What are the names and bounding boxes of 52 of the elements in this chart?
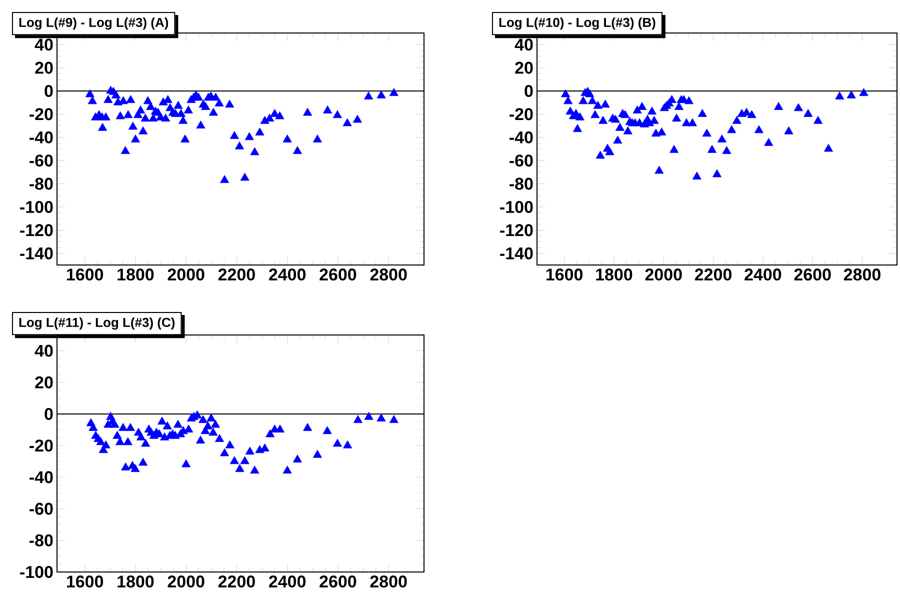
x-tick-label: 2400	[269, 576, 306, 588]
y-tick-label: -20	[30, 440, 53, 452]
x-tick-label: 2000	[645, 268, 682, 281]
y-tick-label: 0	[524, 84, 533, 98]
chart-title: Log L(#11) - Log L(#3) (C)	[19, 317, 175, 330]
y-tick-label: -20	[510, 108, 533, 120]
y-tick-label: 40	[34, 344, 53, 357]
y-tick-label: -40	[30, 131, 53, 144]
y-tick-label: -100	[500, 200, 533, 214]
chart-title: Log L(#9) - Log L(#3) (A)	[19, 17, 168, 30]
y-tick-label: -60	[510, 154, 533, 167]
x-tick-label: 1600	[546, 268, 583, 281]
y-tick-label: -60	[30, 154, 53, 167]
x-tick-label: 2800	[844, 268, 880, 281]
y-tick-label: -80	[510, 178, 533, 190]
y-tick-label: -60	[30, 502, 53, 515]
y-tick-label: 0	[44, 84, 53, 98]
x-tick-label: 2600	[794, 268, 831, 281]
y-tick-label: 20	[35, 376, 53, 388]
x-tick-label: 2200	[218, 268, 255, 281]
x-tick-label: 1600	[67, 576, 104, 588]
y-tick-label: -140	[500, 247, 533, 260]
y-tick-label: -100	[20, 200, 53, 214]
y-tick-label: -140	[20, 247, 53, 260]
x-tick-label: 1800	[118, 268, 154, 281]
x-tick-label: 1800	[118, 576, 154, 588]
x-tick-label: 2000	[168, 268, 204, 281]
x-tick-label: 2200	[694, 268, 732, 281]
y-tick-label: -80	[30, 534, 53, 546]
x-tick-label: 1800	[596, 268, 632, 281]
y-tick-label: -80	[30, 178, 53, 190]
x-tick-label: 2400	[744, 268, 782, 281]
x-tick-label: 1600	[67, 268, 104, 281]
y-tick-label: -40	[30, 471, 53, 484]
y-tick-label: -40	[510, 131, 533, 144]
x-tick-label: 2200	[218, 576, 255, 588]
y-tick-label: -120	[500, 224, 533, 236]
x-tick-label: 2800	[370, 576, 407, 588]
chart-title: Log L(#10) - Log L(#3) (B)	[499, 17, 656, 30]
y-tick-label: 40	[34, 38, 53, 51]
y-tick-label: 20	[35, 62, 53, 74]
x-tick-label: 2400	[269, 268, 306, 281]
x-tick-label: 2000	[168, 576, 204, 588]
x-tick-label: 2600	[320, 268, 356, 281]
y-tick-label: 0	[44, 408, 53, 420]
y-tick-label: -100	[20, 566, 53, 578]
y-tick-label: 20	[515, 62, 533, 74]
x-tick-label: 2800	[370, 268, 407, 281]
x-tick-label: 2600	[320, 576, 356, 588]
y-tick-label: -20	[30, 108, 53, 120]
y-tick-label: 40	[514, 38, 533, 51]
y-tick-label: -120	[20, 224, 53, 236]
